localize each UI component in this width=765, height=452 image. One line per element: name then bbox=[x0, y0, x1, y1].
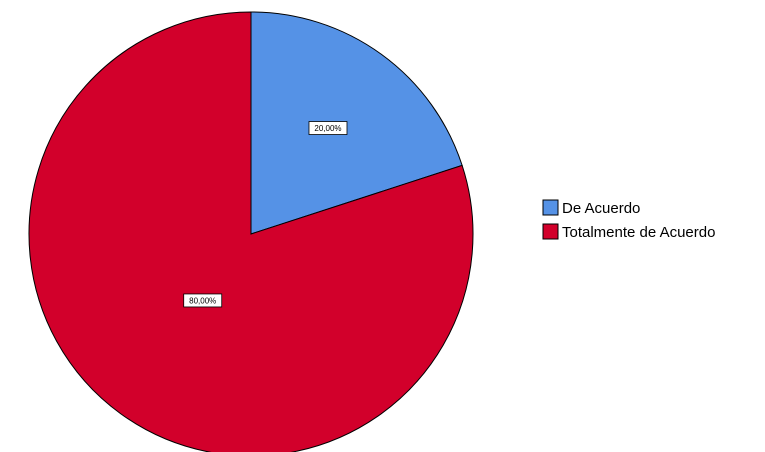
legend-swatch bbox=[542, 223, 559, 240]
legend: De Acuerdo Totalmente de Acuerdo bbox=[542, 199, 715, 241]
pie-data-labels: 20,00% 80,00% bbox=[183, 121, 348, 308]
legend-label: De Acuerdo bbox=[562, 200, 640, 217]
legend-swatch bbox=[542, 199, 559, 216]
legend-item-2: Totalmente de Acuerdo bbox=[542, 223, 715, 241]
data-label-box bbox=[308, 121, 348, 135]
legend-item-1: De Acuerdo bbox=[542, 199, 640, 217]
pie-slices bbox=[28, 11, 474, 452]
data-label-text: 80,00% bbox=[189, 296, 216, 305]
data-label-2: 80,00% bbox=[183, 293, 223, 308]
data-label-box bbox=[183, 293, 223, 308]
pie-slice-2 bbox=[28, 11, 474, 452]
data-label-1: 20,00% bbox=[308, 121, 348, 135]
pie-slice-1 bbox=[250, 11, 463, 235]
data-label-text: 20,00% bbox=[314, 124, 341, 133]
legend-label: Totalmente de Acuerdo bbox=[562, 224, 715, 241]
